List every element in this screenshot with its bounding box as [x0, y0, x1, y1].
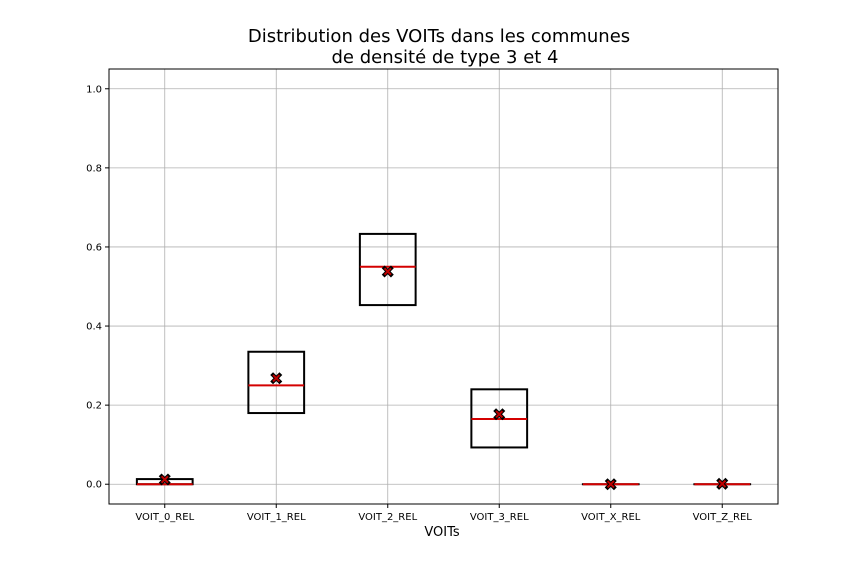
x-tick-label: VOIT_2_REL [358, 512, 417, 523]
x-tick-label: VOIT_3_REL [470, 512, 529, 523]
mean-marker [604, 478, 617, 491]
mean-marker [270, 372, 283, 385]
mean-marker-fill [272, 374, 281, 383]
mean-marker-fill [718, 479, 727, 488]
plot-area: 0.0 0.2 0.4 0.6 0.8 1.0 VOIT_0_REL VOIT_1_REL VO… [86, 68, 779, 523]
chart-title-line-1: Distribution des VOITs dans les communes [248, 26, 630, 47]
box-voit-2-rel [358, 232, 417, 307]
x-axis-label: VOITs [424, 525, 460, 540]
y-tick-label: 0.6 [86, 242, 102, 253]
axes-frame [108, 68, 779, 505]
mean-marker [381, 265, 394, 278]
box-voit-1-rel [247, 350, 306, 415]
mean-marker-fill [495, 410, 504, 419]
y-tick-label: 0.2 [86, 401, 102, 412]
y-tick-label: 0.0 [86, 480, 102, 491]
mean-marker-fill [383, 267, 392, 276]
x-tick-label: VOIT_X_REL [581, 512, 641, 523]
mean-marker [493, 408, 506, 421]
x-tick-label: VOIT_Z_REL [693, 512, 753, 523]
y-tick-label: 1.0 [86, 84, 102, 95]
chart-title-line-2: de densité de type 3 et 4 [332, 47, 559, 68]
y-tick-label: 0.4 [86, 322, 102, 333]
mean-marker-fill [160, 475, 169, 484]
mean-marker-fill [606, 480, 615, 489]
x-tick-label: VOIT_0_REL [135, 512, 194, 523]
y-tick-label: 0.8 [86, 163, 102, 174]
x-tick-label: VOIT_1_REL [247, 512, 306, 523]
mean-marker [716, 477, 729, 490]
mean-marker [158, 473, 171, 486]
